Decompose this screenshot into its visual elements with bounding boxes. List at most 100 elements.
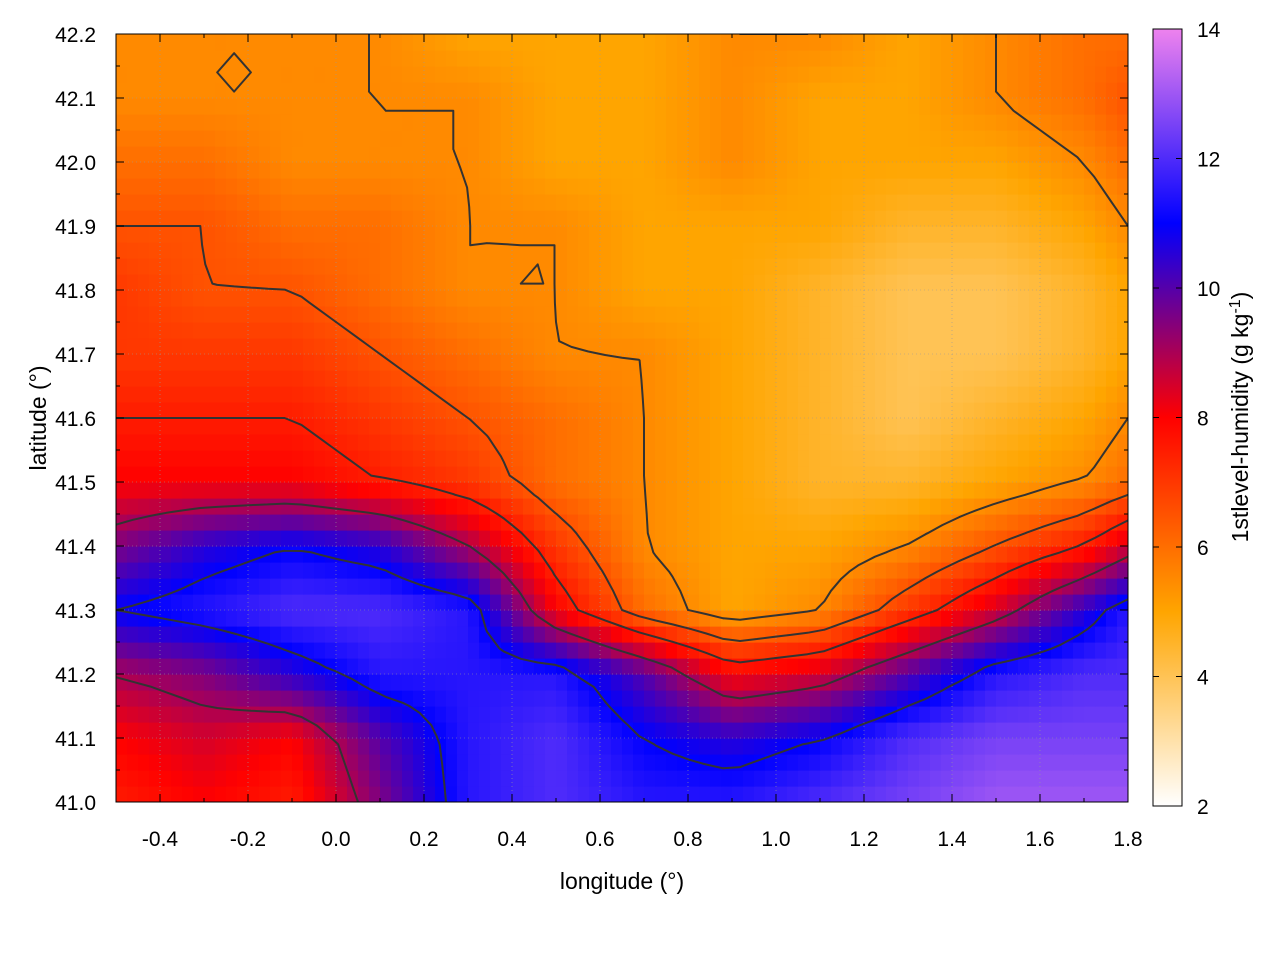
heatmap-cell (754, 386, 766, 403)
heatmap-cell (523, 434, 535, 451)
heatmap-cell (391, 626, 403, 643)
heatmap-cell (523, 226, 535, 243)
heatmap-cell (380, 50, 392, 67)
heatmap-cell (248, 402, 260, 419)
heatmap-cell (1040, 466, 1052, 483)
heatmap-cell (919, 626, 931, 643)
heatmap-cell (479, 194, 491, 211)
heatmap-cell (424, 258, 436, 275)
heatmap-cell (215, 722, 227, 739)
heatmap-cell (501, 770, 513, 787)
heatmap-cell (292, 34, 304, 51)
heatmap-cell (897, 466, 909, 483)
heatmap-cell (512, 706, 524, 723)
heatmap-cell (567, 482, 579, 499)
heatmap-cell (358, 514, 370, 531)
heatmap-cell (875, 386, 887, 403)
heatmap-cell (589, 514, 601, 531)
heatmap-cell (787, 338, 799, 355)
heatmap-cell (193, 386, 205, 403)
heatmap-cell (996, 162, 1008, 179)
heatmap-cell (292, 658, 304, 675)
heatmap-cell (721, 594, 733, 611)
heatmap-cell (325, 754, 337, 771)
heatmap-cell (765, 162, 777, 179)
heatmap-cell (171, 690, 183, 707)
heatmap-cell (358, 466, 370, 483)
heatmap-cell (809, 114, 821, 131)
heatmap-cell (798, 642, 810, 659)
heatmap-cell (314, 562, 326, 579)
heatmap-cell (501, 210, 513, 227)
heatmap-cell (1073, 114, 1085, 131)
heatmap-cell (193, 530, 205, 547)
heatmap-cell (919, 642, 931, 659)
heatmap-cell (864, 690, 876, 707)
heatmap-cell (853, 242, 865, 259)
heatmap-cell (501, 146, 513, 163)
heatmap-cell (424, 242, 436, 259)
heatmap-cell (908, 226, 920, 243)
heatmap-cell (1040, 754, 1052, 771)
heatmap-cell (721, 370, 733, 387)
heatmap-cell (138, 530, 150, 547)
heatmap-cell (600, 418, 612, 435)
heatmap-cell (644, 210, 656, 227)
heatmap-cell (710, 578, 722, 595)
heatmap-cell (985, 786, 997, 802)
heatmap-cell (1095, 626, 1107, 643)
heatmap-cell (765, 402, 777, 419)
heatmap-cell (149, 642, 161, 659)
heatmap-cell (281, 34, 293, 51)
heatmap-cell (1062, 530, 1074, 547)
heatmap-cell (699, 690, 711, 707)
heatmap-cell (600, 178, 612, 195)
heatmap-cell (908, 322, 920, 339)
heatmap-cell (787, 162, 799, 179)
heatmap-cell (1018, 226, 1030, 243)
heatmap-cell (402, 354, 414, 371)
heatmap-cell (666, 450, 678, 467)
heatmap-cell (688, 434, 700, 451)
heatmap-cell (732, 82, 744, 99)
heatmap-cell (358, 770, 370, 787)
heatmap-cell (589, 770, 601, 787)
heatmap-cell (622, 34, 634, 51)
heatmap-cell (897, 674, 909, 691)
heatmap-cell (567, 354, 579, 371)
heatmap-cell (501, 34, 513, 51)
heatmap-cell (336, 466, 348, 483)
heatmap-cell (138, 610, 150, 627)
heatmap-cell (534, 338, 546, 355)
heatmap-cell (149, 146, 161, 163)
heatmap-cell (259, 178, 271, 195)
heatmap-cell (501, 722, 513, 739)
heatmap-cell (985, 626, 997, 643)
heatmap-cell (754, 674, 766, 691)
heatmap-cell (611, 194, 623, 211)
heatmap-cell (512, 274, 524, 291)
heatmap-cell (1095, 258, 1107, 275)
heatmap-cell (699, 498, 711, 515)
heatmap-cell (1018, 626, 1030, 643)
heatmap-cell (468, 322, 480, 339)
heatmap-cell (424, 290, 436, 307)
heatmap-cell (171, 322, 183, 339)
heatmap-cell (1084, 210, 1096, 227)
heatmap-cell (358, 178, 370, 195)
heatmap-cell (743, 354, 755, 371)
heatmap-cell (699, 418, 711, 435)
heatmap-cell (292, 434, 304, 451)
heatmap-cell (347, 786, 359, 802)
heatmap-cell (1073, 290, 1085, 307)
heatmap-cell (127, 130, 139, 147)
heatmap-cell (655, 770, 667, 787)
heatmap-cell (743, 98, 755, 115)
heatmap-cell (303, 530, 315, 547)
heatmap-cell (578, 498, 590, 515)
heatmap-cell (655, 786, 667, 802)
heatmap-cell (1106, 146, 1118, 163)
heatmap-cell (358, 338, 370, 355)
heatmap-cell (204, 578, 216, 595)
heatmap-cell (1095, 578, 1107, 595)
